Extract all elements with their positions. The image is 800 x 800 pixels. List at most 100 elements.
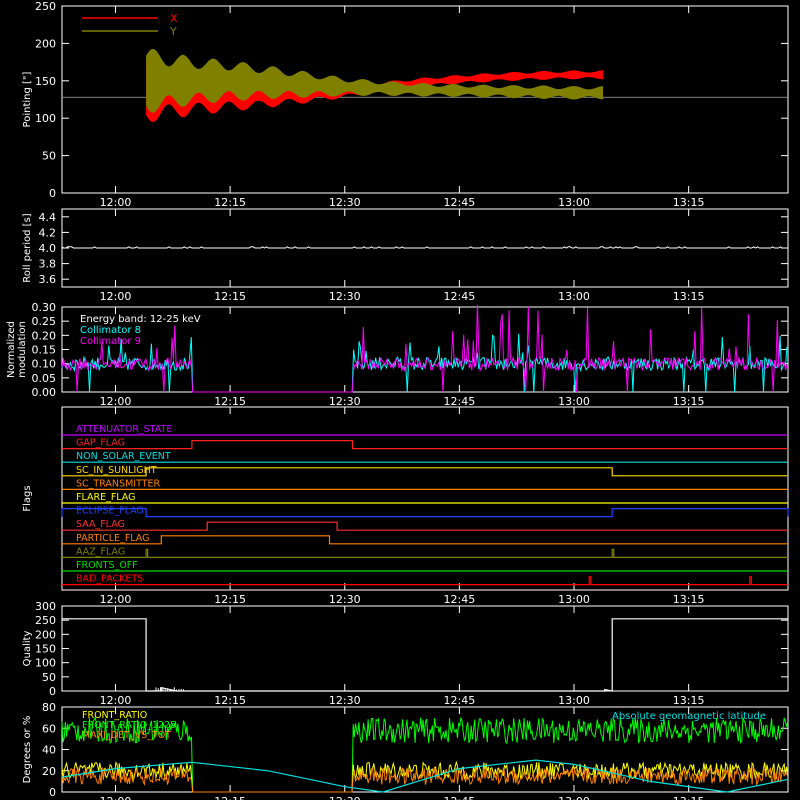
y-axis-label: Flags xyxy=(22,485,33,511)
x-tick-label: 12:30 xyxy=(329,196,361,209)
y-tick-label: 20 xyxy=(42,765,56,778)
flag-trace xyxy=(61,508,789,518)
x-tick-label: 12:15 xyxy=(214,395,246,408)
geomagnetic-latitude-line xyxy=(61,759,789,793)
x-tick-label: 12:45 xyxy=(444,395,476,408)
x-tick-label: 13:15 xyxy=(673,593,705,606)
x-tick-label: 13:15 xyxy=(673,290,705,303)
x-tick-label: 12:15 xyxy=(214,593,246,606)
x-tick-label: 13:00 xyxy=(558,290,590,303)
energy-band-annotation: Energy band: 12-25 keV xyxy=(80,314,201,325)
panel-frame xyxy=(61,5,789,194)
x-tick-label: 12:00 xyxy=(100,795,132,800)
flag-trace xyxy=(62,440,788,450)
x-tick-label: 12:45 xyxy=(444,196,476,209)
x-tick-label: 12:00 xyxy=(100,395,132,408)
y-axis-label: Roll period [s] xyxy=(22,213,33,282)
y-tick-label: 200 xyxy=(35,628,56,641)
flag-label: PARTICLE_FLAG xyxy=(76,533,149,544)
y-tick-label: 4.2 xyxy=(39,226,57,239)
flag-label: NON_SOLAR_EVENT xyxy=(76,451,171,462)
panel-roll_period: 12:00 12:15 12:30 12:45 13:00 13:15 Roll perio… xyxy=(22,208,789,303)
x-tick-label: 12:00 xyxy=(100,290,132,303)
y-tick-label: 0 xyxy=(49,685,56,698)
y-axis-label: Normalizedmodulation xyxy=(6,321,28,378)
y-tick-label: 50 xyxy=(42,671,56,684)
flag-label: AAZ_FLAG xyxy=(76,546,125,557)
y-tick-label: 80 xyxy=(42,701,56,714)
legend-label: MAXI_DET_VS_TOT xyxy=(82,730,171,741)
legend-label-y: Y xyxy=(169,25,177,38)
y-tick-label: 0.00 xyxy=(32,386,57,399)
ratio-line-front-ratio xyxy=(61,760,789,793)
flag-label: GAP_FLAG xyxy=(76,438,125,449)
y-tick-label: 0.30 xyxy=(32,301,57,314)
y-tick-label: 60 xyxy=(42,722,56,735)
x-tick-label: 12:30 xyxy=(329,290,361,303)
y-tick-label: 0.25 xyxy=(32,315,57,328)
y-tick-label: 200 xyxy=(35,37,56,50)
x-tick-label: 12:30 xyxy=(329,395,361,408)
flag-label: SAA_FLAG xyxy=(76,519,125,530)
x-tick-label: 13:15 xyxy=(673,694,705,707)
x-tick-label: 13:15 xyxy=(673,795,705,800)
quality-line xyxy=(62,618,788,692)
modulation-line-collimator-9 xyxy=(61,304,788,393)
legend-label: FRONT_RATIO xyxy=(82,710,147,721)
y-tick-label: 50 xyxy=(42,150,56,163)
y-axis-label: Degrees or % xyxy=(22,716,33,784)
x-tick-label: 12:00 xyxy=(100,593,132,606)
y-tick-label: 300 xyxy=(35,600,56,613)
x-tick-label: 12:30 xyxy=(329,694,361,707)
y-tick-label: 4.4 xyxy=(39,211,57,224)
flag-label: FLARE_FLAG xyxy=(76,492,136,503)
y-tick-label: 0.10 xyxy=(32,358,57,371)
x-tick-label: 12:00 xyxy=(100,694,132,707)
x-tick-label: 12:45 xyxy=(444,290,476,303)
flag-label: SC_TRANSMITTER xyxy=(76,478,161,489)
y-tick-label: 3.6 xyxy=(39,273,57,286)
x-tick-label: 12:15 xyxy=(214,694,246,707)
panel-pointing: 12:00 12:15 12:30 12:45 13:00 13:15 Pointing [… xyxy=(22,0,789,209)
legend-label: Collimator 9 xyxy=(80,336,141,347)
x-tick-label: 12:15 xyxy=(214,196,246,209)
ratio-line-front-ratio-1225 xyxy=(61,716,789,793)
x-tick-label: 12:45 xyxy=(444,593,476,606)
y-axis-label-line: Normalized xyxy=(6,321,17,378)
legend-label: Collimator 8 xyxy=(80,325,141,336)
legend-label: FRONT_RATIO_1225 xyxy=(82,720,176,731)
x-tick-label: 12:30 xyxy=(329,795,361,800)
flag-trace xyxy=(62,576,788,586)
y-tick-label: 0.15 xyxy=(32,344,57,357)
legend-label-x: X xyxy=(170,12,178,25)
flag-label: ATTENUATOR_STATE xyxy=(76,424,172,435)
y-tick-label: 3.8 xyxy=(39,258,57,271)
x-tick-label: 12:30 xyxy=(329,593,361,606)
x-tick-label: 13:00 xyxy=(558,795,590,800)
legend-label-geomagnetic-latitude: Absolute geomagnetic latitude xyxy=(612,711,766,722)
flag-trace xyxy=(62,548,788,558)
y-tick-label: 0 xyxy=(49,786,56,799)
roll-period-line xyxy=(61,246,788,249)
panel-fronts: 12:00 12:15 12:30 12:45 13:00 13:15 Degrees or… xyxy=(22,701,789,800)
x-tick-label: 12:15 xyxy=(214,290,246,303)
y-tick-label: 4.0 xyxy=(39,242,57,255)
x-tick-label: 13:15 xyxy=(673,395,705,408)
y-tick-label: 250 xyxy=(35,614,56,627)
panel-modulation: 12:00 12:15 12:30 12:45 13:00 13:15 Normalized… xyxy=(6,301,789,408)
panel-frame xyxy=(61,406,789,591)
y-tick-label: 0.20 xyxy=(32,329,57,342)
flag-label: ECLIPSE_FLAG xyxy=(76,506,144,517)
y-tick-label: 0.05 xyxy=(32,372,57,385)
flag-trace xyxy=(62,467,788,477)
y-tick-label: 250 xyxy=(35,0,56,13)
x-tick-label: 13:00 xyxy=(558,196,590,209)
y-axis-label: Quality xyxy=(22,631,33,667)
series-y-band xyxy=(146,49,604,113)
flag-label: FRONTS_OFF xyxy=(76,560,138,571)
y-axis-label: Pointing ["] xyxy=(22,71,33,127)
flag-label: BAD_PACKETS xyxy=(76,574,143,585)
panel-quality: 12:00 12:15 12:30 12:45 13:00 13:15 Quality 050… xyxy=(22,600,789,707)
y-tick-label: 0 xyxy=(49,187,56,200)
